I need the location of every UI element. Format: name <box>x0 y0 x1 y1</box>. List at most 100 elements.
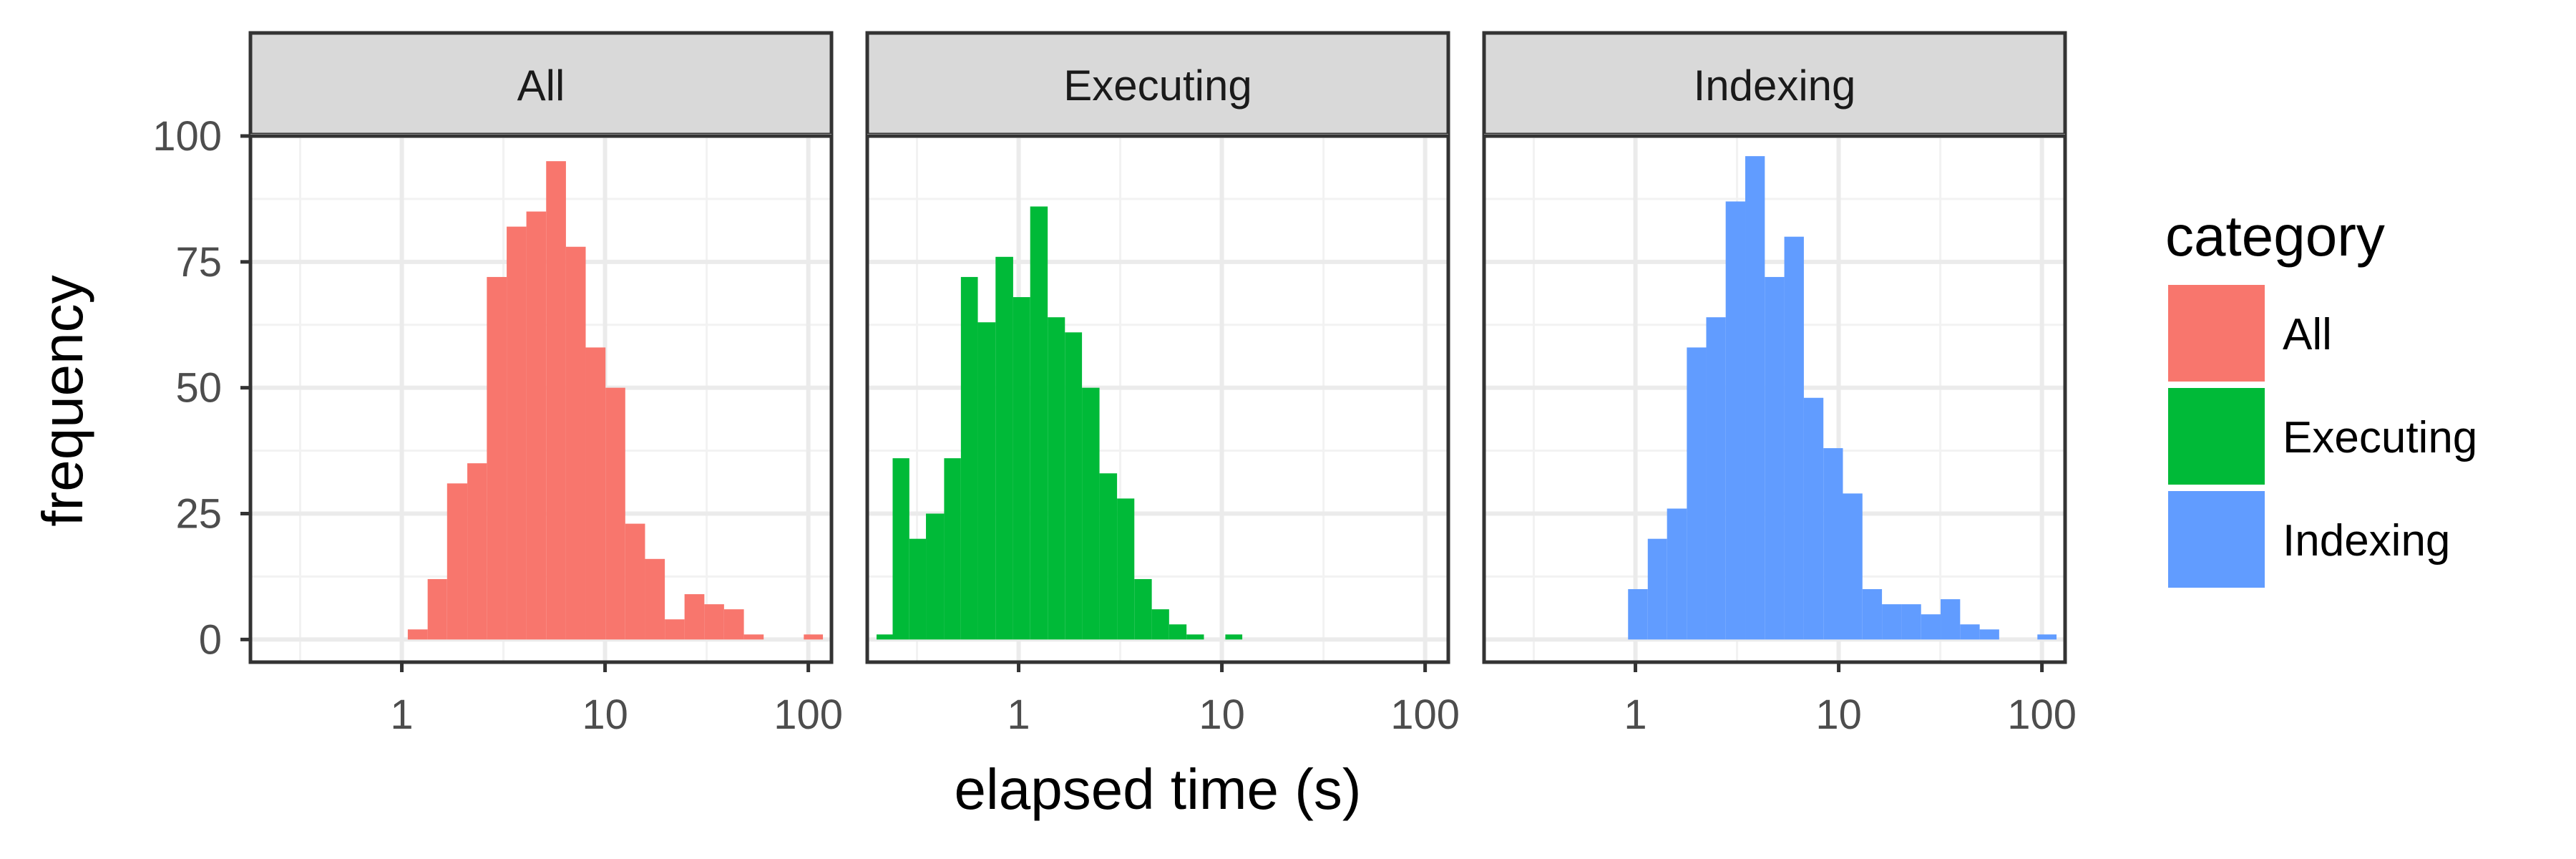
histogram-bar-indexing-8 <box>1784 236 1804 640</box>
legend-key-indexing <box>2168 491 2265 588</box>
histogram-bar-all-15 <box>704 604 724 640</box>
histogram-bar-all-12 <box>645 558 665 640</box>
histogram-bar-executing-3 <box>926 513 945 640</box>
histogram-bar-executing-17 <box>1169 624 1187 640</box>
histogram-bar-all-3 <box>467 463 487 640</box>
facet-strip-indexing <box>1482 31 2067 137</box>
histogram-bar-executing-9 <box>1030 206 1048 640</box>
histogram-bar-executing-13 <box>1099 473 1118 640</box>
facet-strip-label-all: All <box>517 62 565 110</box>
y-tick-label: 100 <box>152 113 222 160</box>
histogram-bars-indexing <box>1628 156 2057 640</box>
histogram-bar-executing-0 <box>876 634 893 640</box>
histogram-bar-indexing-17 <box>1960 624 1980 640</box>
x-axis-ticks-indexing: 1 10 100 <box>1624 662 2077 738</box>
legend-label-all: All <box>2283 310 2332 359</box>
legend-key-all <box>2168 285 2265 382</box>
histogram-bar-all-11 <box>625 523 645 640</box>
histogram-bar-indexing-13 <box>1882 604 1902 640</box>
facet-panel-indexing: Indexing 1 10 100 <box>1482 31 2077 738</box>
histogram-bar-indexing-9 <box>1803 397 1824 640</box>
facet-strip-executing <box>865 31 1450 137</box>
histogram-bar-executing-5 <box>960 276 978 640</box>
x-tick-label-indexing: 1 <box>1624 691 1646 738</box>
histogram-bar-indexing-2 <box>1667 508 1687 640</box>
y-tick-label: 25 <box>175 491 222 538</box>
histogram-bar-all-4 <box>487 276 507 640</box>
histogram-bar-all-1 <box>427 578 447 640</box>
y-tick-label: 50 <box>175 365 222 412</box>
histogram-bar-all-8 <box>565 246 586 640</box>
histogram-bar-all-13 <box>665 619 685 640</box>
panel-border-all <box>248 134 834 664</box>
facet-strip-all <box>248 31 834 137</box>
histogram-bar-executing-18 <box>1186 634 1204 640</box>
legend: category All Executing Indexing <box>2165 204 2477 588</box>
x-tick-label-executing: 1 <box>1007 691 1030 738</box>
histogram-bar-executing-15 <box>1134 578 1152 640</box>
histogram-bar-all-6 <box>526 211 547 640</box>
legend-title: category <box>2165 204 2385 268</box>
x-tick-label-all: 100 <box>774 691 843 738</box>
histogram-bar-indexing-18 <box>1979 629 1999 640</box>
facet-strip-label-executing: Executing <box>1063 62 1252 110</box>
histogram-bar-all-7 <box>546 161 566 640</box>
x-tick-label-executing: 10 <box>1199 691 1245 738</box>
x-axis-ticks-executing: 1 10 100 <box>1007 662 1460 738</box>
legend-label-indexing: Indexing <box>2283 516 2450 566</box>
histogram-bar-all-2 <box>447 483 468 640</box>
histogram-bar-indexing-1 <box>1647 538 1667 640</box>
histogram-bar-all-18 <box>804 634 824 640</box>
y-tick-label: 0 <box>199 616 222 663</box>
histogram-bar-executing-1 <box>892 458 909 640</box>
histogram-bar-all-17 <box>743 634 764 640</box>
facet-panel-executing: Executing 1 10 100 <box>865 31 1460 738</box>
histogram-bar-all-10 <box>605 387 625 640</box>
histogram-bar-indexing-0 <box>1628 589 1648 640</box>
x-tick-label-executing: 100 <box>1390 691 1460 738</box>
histogram-bar-executing-2 <box>909 538 927 640</box>
histogram-bar-indexing-11 <box>1843 493 1863 640</box>
x-tick-label-indexing: 10 <box>1815 691 1862 738</box>
histogram-bar-indexing-10 <box>1823 448 1843 640</box>
histogram-bars-executing <box>876 206 1243 640</box>
histogram-bar-indexing-16 <box>1941 599 1961 640</box>
x-tick-label-all: 1 <box>390 691 413 738</box>
histogram-bar-executing-14 <box>1117 498 1135 640</box>
histogram-bar-indexing-5 <box>1725 201 1746 640</box>
histogram-bar-indexing-14 <box>1901 604 1921 640</box>
histogram-bar-all-9 <box>585 347 606 640</box>
histogram-bar-all-0 <box>407 629 428 640</box>
histogram-bar-executing-16 <box>1151 609 1169 640</box>
histogram-bar-indexing-3 <box>1687 347 1707 640</box>
y-tick-label: 75 <box>175 239 222 286</box>
histogram-bar-executing-7 <box>995 256 1013 640</box>
histogram-bar-executing-11 <box>1065 332 1083 640</box>
histogram-bar-executing-12 <box>1082 387 1100 640</box>
y-axis-title: frequency <box>31 275 94 526</box>
panel-border-executing <box>865 134 1450 664</box>
histogram-bar-executing-4 <box>944 458 961 640</box>
histogram-bar-indexing-19 <box>2037 634 2057 640</box>
histogram-bar-all-16 <box>723 609 744 640</box>
histogram-bars-all <box>407 161 824 640</box>
histogram-bar-indexing-15 <box>1921 614 1941 640</box>
histogram-bar-indexing-7 <box>1765 276 1785 640</box>
y-axis: 0 25 50 75 100 <box>152 113 250 663</box>
histogram-bar-all-5 <box>507 226 527 640</box>
histogram-bar-executing-8 <box>1013 297 1030 640</box>
panel-border-indexing <box>1482 134 2067 664</box>
x-axis-ticks-all: 1 10 100 <box>390 662 843 738</box>
legend-label-executing: Executing <box>2283 413 2477 462</box>
x-axis-title: elapsed time (s) <box>954 757 1361 821</box>
histogram-bar-all-14 <box>684 594 705 640</box>
legend-key-executing <box>2168 388 2265 485</box>
histogram-bar-indexing-4 <box>1706 317 1726 640</box>
facet-panel-all: All 1 10 100 <box>248 31 843 738</box>
x-tick-label-all: 10 <box>582 691 628 738</box>
histogram-bar-executing-19 <box>1225 634 1243 640</box>
histogram-bar-executing-10 <box>1048 317 1065 640</box>
x-tick-label-indexing: 100 <box>2007 691 2077 738</box>
histogram-bar-indexing-6 <box>1745 156 1765 640</box>
